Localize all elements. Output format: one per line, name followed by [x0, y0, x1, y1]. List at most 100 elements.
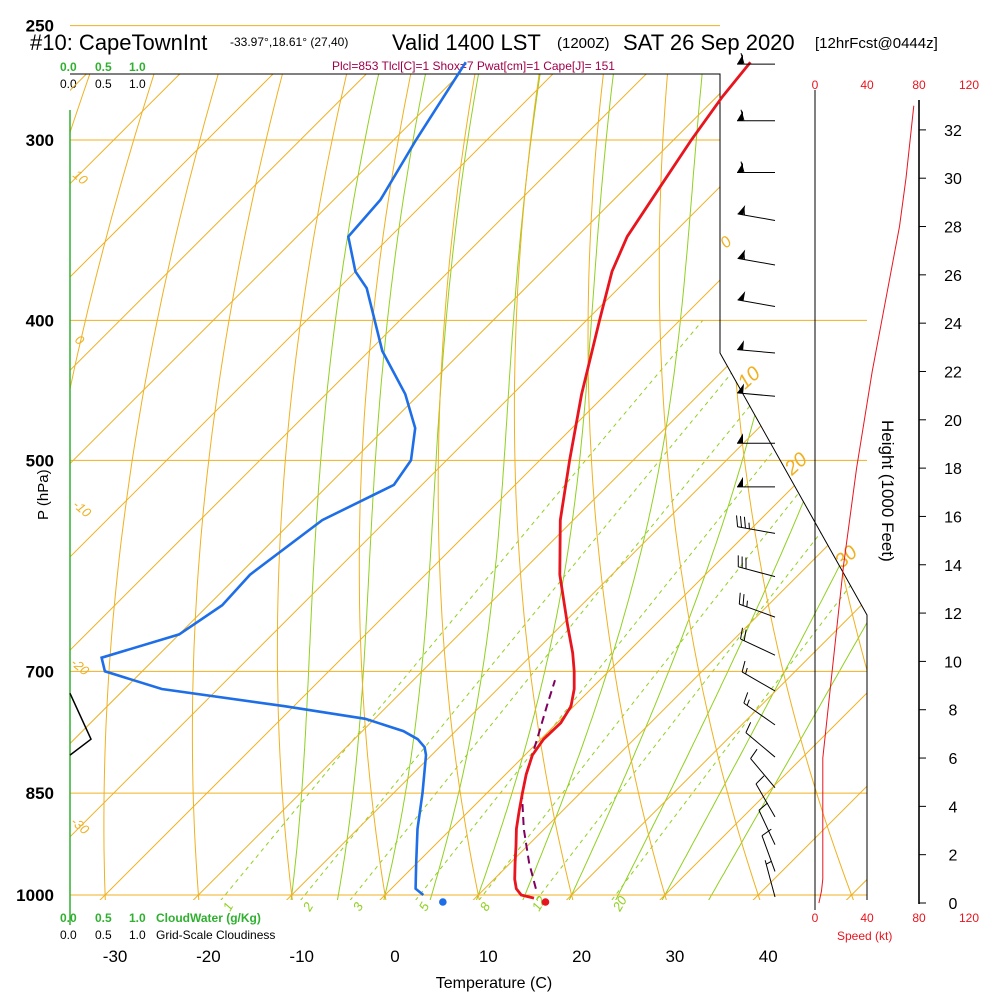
- mixing-label: 8: [477, 899, 494, 913]
- isotherm: [0, 0, 627, 926]
- mixing-label: 2: [299, 899, 316, 914]
- cloudiness-tick: 0.0: [60, 77, 77, 91]
- wind-barbs: [737, 53, 775, 897]
- moist-adiabat: [288, 13, 393, 926]
- speed-tick: 120: [959, 78, 979, 92]
- mixing-ratio-line: [280, 320, 775, 925]
- wind-barb-feather: [743, 594, 744, 605]
- wind-barb: [738, 527, 775, 534]
- height-tick: 8: [949, 703, 958, 720]
- pressure-tick: 400: [26, 311, 54, 330]
- moist-adiabat: [378, 13, 490, 926]
- cloudiness-scale-bottom: 0.0 0.5 1.0 Grid-Scale Cloudiness: [60, 928, 275, 942]
- height-tick: 10: [944, 654, 962, 671]
- dry-adiabat: [659, 0, 768, 926]
- isotherm-label: 20: [780, 448, 812, 480]
- moist-adiabat: [512, 13, 708, 926]
- cloudiness-tick: 0.5: [95, 77, 112, 91]
- temperature-tick: -30: [103, 947, 128, 966]
- speed-ticks-bottom: 0 40 80 120: [812, 911, 980, 925]
- line-labels: 0 10 20 30 10 0 -10 -20 -30: [68, 167, 862, 838]
- dry-adiabat: [0, 0, 116, 926]
- speed-tick: 0: [812, 78, 819, 92]
- wind-barb: [765, 860, 775, 897]
- isotherm-label: 10: [734, 362, 765, 393]
- cloudiness-label: Grid-Scale Cloudiness: [156, 928, 275, 942]
- cloudwater-tick: 0.0: [60, 60, 77, 74]
- cloudiness-scale-top: 0.0 0.5 1.0: [60, 77, 146, 91]
- wind-barb-half: [766, 861, 771, 864]
- height-tick: 14: [944, 558, 962, 575]
- mixing-labels: 1 2 3 5 8 12 20: [220, 893, 631, 915]
- station-coords: -33.97°,18.61° (27,40): [230, 35, 348, 49]
- height-tick: 0: [949, 896, 958, 913]
- wind-barb-flag: [737, 477, 743, 487]
- height-tick: 32: [944, 123, 962, 140]
- cloudwater-tick: 0.5: [95, 911, 112, 925]
- speed-tick: 120: [959, 911, 979, 925]
- isotherms: [0, 0, 1000, 926]
- forecast-tag: [12hrFcst@0444z]: [815, 35, 938, 52]
- wind-barb-flag: [738, 291, 746, 301]
- temperature-tick: 0: [390, 947, 399, 966]
- wind-barb: [737, 350, 775, 353]
- wind-speed-profile: [819, 106, 914, 903]
- speed-tick: 80: [912, 911, 926, 925]
- temperature-tick: -10: [289, 947, 314, 966]
- moist-adiabat: [467, 13, 621, 926]
- pressure-tick: 500: [26, 451, 54, 470]
- temperature-tick: 40: [759, 947, 778, 966]
- valid-time: Valid 1400 LST: [392, 30, 541, 55]
- speed-tick: 80: [912, 78, 926, 92]
- speed-ticks-top: 0 40 80 120: [812, 78, 980, 92]
- wind-barb-feather: [751, 749, 757, 758]
- pressure-tick: 300: [26, 131, 54, 150]
- height-tick: 2: [949, 848, 958, 865]
- height-tick: 24: [944, 316, 962, 333]
- isotherm: [354, 0, 1000, 926]
- valid-zulu: (1200Z): [557, 35, 610, 52]
- pressure-tick: 1000: [16, 886, 54, 905]
- cloudwater-label: CloudWater (g/Kg): [156, 911, 261, 925]
- mixing-label: 5: [416, 899, 433, 913]
- mixing-ratio-lines: [200, 320, 1000, 925]
- wind-barb-feather: [744, 692, 748, 703]
- height-tick: 12: [944, 606, 962, 623]
- height-tick: 18: [944, 461, 962, 478]
- wind-barb: [751, 759, 775, 788]
- isotherm: [0, 0, 440, 926]
- dry-adiabat: [795, 0, 958, 926]
- wind-barb-half: [747, 601, 748, 607]
- parcel-profile: [522, 680, 555, 889]
- mixing-ratio-line: [593, 320, 1000, 925]
- wind-barb-feather: [740, 516, 741, 527]
- cloudiness-tick: 1.0: [129, 77, 146, 91]
- stability-indices: Plcl=853 Tlcl[C]=1 Shox=7 Pwat[cm]=1 Cap…: [332, 59, 615, 73]
- dry-adiabat: [192, 0, 302, 926]
- temperature-tick: 20: [572, 947, 591, 966]
- isotherm: [0, 0, 720, 926]
- surface-temp-marker: [542, 898, 550, 906]
- wind-barb: [746, 733, 775, 757]
- isotherm: [0, 0, 907, 926]
- wind-barb-feather: [744, 517, 745, 528]
- wind-barb-feather: [742, 661, 745, 672]
- height-tick: 28: [944, 220, 962, 237]
- wind-barb-flag: [737, 340, 744, 350]
- height-tick: 30: [944, 171, 962, 188]
- valid-date: SAT 26 Sep 2020: [623, 30, 795, 55]
- wind-barb-feather: [756, 776, 764, 784]
- isotherm: [0, 0, 160, 926]
- pressure-tick: 250: [26, 17, 54, 36]
- dryad-label: -10: [70, 497, 95, 521]
- height-label: Height (1000 Feet): [878, 420, 897, 562]
- mixing-ratio-line: [396, 320, 879, 925]
- wind-barb: [759, 810, 775, 844]
- height-tick: 22: [944, 364, 962, 381]
- temperature-tick: 10: [479, 947, 498, 966]
- isobars: [70, 26, 867, 895]
- wind-barb: [741, 639, 775, 655]
